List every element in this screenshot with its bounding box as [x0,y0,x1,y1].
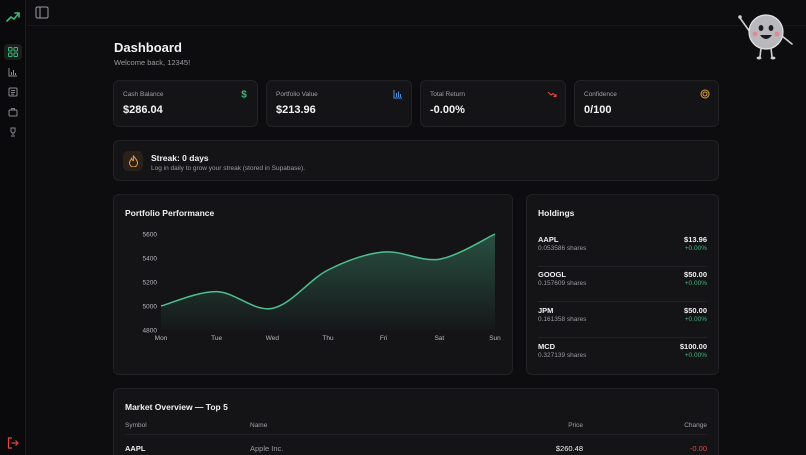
column-header-price[interactable]: Price [568,422,583,429]
streak-title: Streak: 0 days [151,153,209,163]
holding-change: +0.00% [684,352,707,359]
welcome-text: Welcome back, 12345! [114,58,191,67]
newspaper-icon [8,87,18,97]
performance-chart: 4800 5000 5200 5400 5600 Mon Tue Wed Thu Fri Sat Su… [143,232,502,343]
holding-shares: 0.053586 shares [538,245,587,252]
x-tick-label: Sat [434,335,444,342]
holdings-title: Holdings [538,208,575,218]
holding-row[interactable]: GOOGL 0.157609 shares $50.00 +0.00% [538,268,707,302]
market-overview-card: Market Overview — Top 5 Symbol Name Pric… [113,388,719,455]
market-cell-change: -0.00 [689,444,707,453]
performance-title: Portfolio Performance [125,208,215,218]
holding-symbol: AAPL [538,235,559,244]
holding-shares: 0.327139 shares [538,352,587,359]
market-title: Market Overview — Top 5 [125,402,228,412]
briefcase-icon [8,108,18,117]
holding-symbol: JPM [538,306,554,315]
stat-label: Total Return [430,91,466,98]
market-cell-name: Apple Inc. [250,444,284,453]
dollar-icon: $ [241,90,247,100]
table-divider [125,434,707,435]
nav-news[interactable] [4,84,22,100]
portfolio-performance-card: Portfolio Performance 4800 5000 5200 5400 56… [113,194,513,375]
market-cell-symbol[interactable]: AAPL [125,444,146,453]
x-tick-label: Tue [211,335,222,342]
nav-leaderboard[interactable] [4,124,22,140]
y-tick-label: 5400 [143,256,158,263]
column-header-symbol[interactable]: Symbol [125,422,147,429]
stat-value: -0.00% [430,104,465,116]
page-title: Dashboard [114,40,182,55]
x-tick-label: Mon [155,335,168,342]
market-cell-price: $260.48 [555,444,583,453]
nav-dashboard[interactable] [4,44,22,60]
chart-area-fill [161,234,495,330]
holding-shares: 0.157609 shares [538,280,587,287]
x-tick-label: Sun [489,335,501,342]
stat-label: Portfolio Value [276,91,318,98]
stat-label: Cash Balance [123,91,164,98]
stat-value: 0/100 [584,104,612,116]
column-header-change[interactable]: Change [684,422,707,429]
y-tick-label: 5600 [143,232,158,239]
streak-card: Streak: 0 days Log in daily to grow your… [113,140,719,181]
bar-chart-icon [393,90,402,99]
stat-label: Confidence [584,91,617,98]
stat-card-cash-balance: Cash Balance $286.04 $ [113,80,258,127]
x-tick-label: Wed [266,335,280,342]
holding-value: $50.00 [684,270,707,279]
x-tick-label: Thu [322,335,334,342]
top-bar [27,0,806,26]
holdings-card: Holdings AAPL 0.053586 shares $13.96 +0.… [526,194,719,375]
column-header-name[interactable]: Name [250,422,268,429]
trophy-icon [10,127,16,137]
trending-up-logo-icon[interactable] [6,10,20,24]
chart-series-line [160,233,496,310]
streak-subtitle: Log in daily to grow your streak (stored… [151,165,305,172]
holding-row[interactable]: MCD 0.327139 shares $100.00 +0.00% [538,340,707,374]
holding-row[interactable]: JPM 0.161358 shares $50.00 +0.00% [538,304,707,338]
bar-chart-icon [8,68,17,77]
stat-card-confidence: Confidence 0/100 [574,80,719,127]
holding-value: $13.96 [684,235,707,244]
trend-down-icon [547,91,557,98]
holding-row[interactable]: AAPL 0.053586 shares $13.96 +0.00% [538,233,707,267]
stat-value: $286.04 [123,104,163,116]
stat-card-total-return: Total Return -0.00% [420,80,566,127]
sidebar-toggle-icon[interactable] [35,6,49,19]
stat-card-portfolio-value: Portfolio Value $213.96 [266,80,412,127]
holding-change: +0.00% [684,316,707,323]
holding-change: +0.00% [684,245,707,252]
stat-value: $213.96 [276,104,316,116]
sidebar [0,0,26,455]
logout-icon[interactable] [6,436,20,450]
flame-icon [128,155,138,167]
svg-text:$: $ [241,90,247,100]
grid-icon [8,47,18,57]
mascot-illustration [738,14,793,60]
holding-symbol: MCD [538,342,556,351]
target-icon [700,89,710,99]
y-tick-label: 5200 [143,280,158,287]
y-tick-label: 4800 [143,328,158,335]
y-tick-label: 5000 [143,304,158,311]
holding-symbol: GOOGL [538,270,566,279]
x-tick-label: Fri [380,335,388,342]
holding-value: $50.00 [684,306,707,315]
nav-portfolio[interactable] [4,104,22,120]
nav-analytics[interactable] [4,64,22,80]
holding-shares: 0.161358 shares [538,316,587,323]
holding-change: +0.00% [684,280,707,287]
holding-value: $100.00 [679,342,707,351]
streak-icon-box [123,151,143,171]
